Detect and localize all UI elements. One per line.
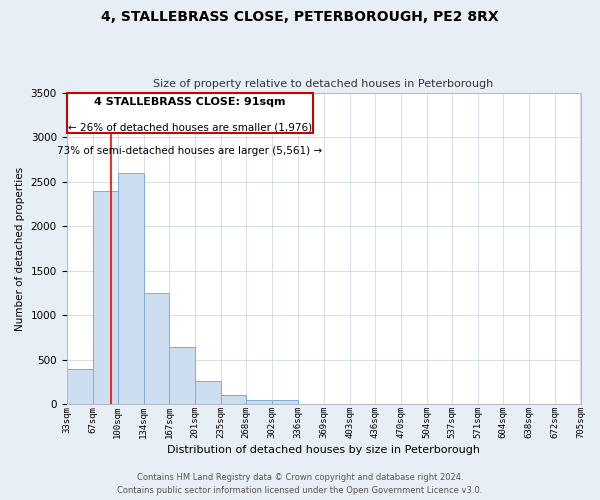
FancyBboxPatch shape — [67, 92, 313, 132]
Bar — [118, 172, 144, 404]
Bar — [195, 381, 221, 404]
Bar — [92, 190, 118, 404]
Bar — [221, 395, 246, 404]
Bar — [169, 348, 195, 405]
Bar — [272, 400, 298, 404]
Text: Contains HM Land Registry data © Crown copyright and database right 2024.
Contai: Contains HM Land Registry data © Crown c… — [118, 474, 482, 495]
X-axis label: Distribution of detached houses by size in Peterborough: Distribution of detached houses by size … — [167, 445, 480, 455]
Text: ← 26% of detached houses are smaller (1,976): ← 26% of detached houses are smaller (1,… — [68, 122, 312, 132]
Text: 73% of semi-detached houses are larger (5,561) →: 73% of semi-detached houses are larger (… — [57, 146, 322, 156]
Title: Size of property relative to detached houses in Peterborough: Size of property relative to detached ho… — [154, 79, 494, 89]
Bar — [67, 369, 92, 404]
Text: 4, STALLEBRASS CLOSE, PETERBOROUGH, PE2 8RX: 4, STALLEBRASS CLOSE, PETERBOROUGH, PE2 … — [101, 10, 499, 24]
Text: 4 STALLEBRASS CLOSE: 91sqm: 4 STALLEBRASS CLOSE: 91sqm — [94, 97, 286, 107]
Bar — [144, 293, 169, 405]
Bar — [246, 400, 272, 404]
Y-axis label: Number of detached properties: Number of detached properties — [15, 166, 25, 330]
